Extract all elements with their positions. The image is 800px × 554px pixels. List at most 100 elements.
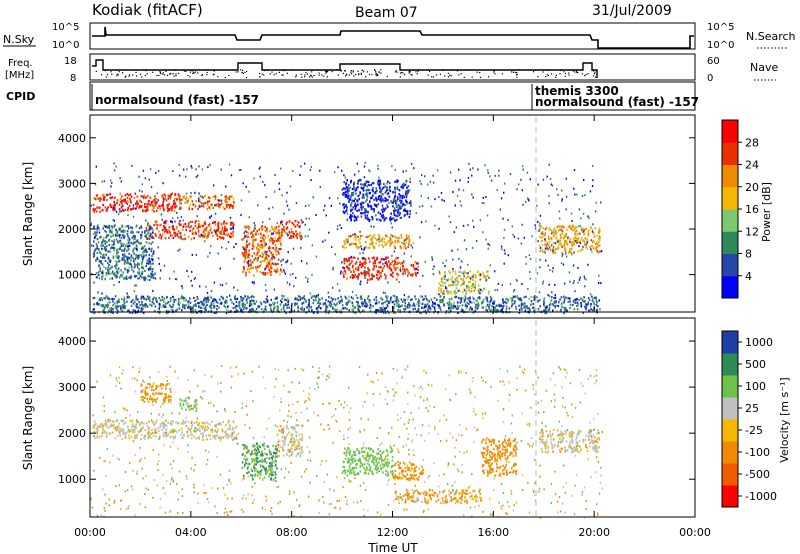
nave-dot xyxy=(117,69,119,71)
power-cell xyxy=(255,238,257,241)
power-cell xyxy=(168,207,170,211)
power-cell xyxy=(209,223,211,225)
power-cell xyxy=(482,299,485,302)
power-cell xyxy=(389,189,392,193)
power-cell xyxy=(138,175,140,178)
power-cell xyxy=(379,182,382,185)
power-cell xyxy=(138,206,140,209)
power-cell xyxy=(315,255,318,258)
power-cell xyxy=(559,217,561,220)
power-cell xyxy=(399,270,402,273)
power-cell xyxy=(249,260,252,263)
power-cell xyxy=(266,258,269,261)
power-cell xyxy=(283,295,285,298)
power-cell xyxy=(289,273,292,276)
power-cell xyxy=(128,309,130,312)
nave-dot xyxy=(318,74,320,76)
power-cell xyxy=(552,242,555,245)
power-cell xyxy=(140,308,143,311)
power-cell xyxy=(568,250,571,253)
power-cell xyxy=(104,303,106,307)
power-cell xyxy=(382,305,385,308)
power-cell xyxy=(444,275,446,278)
power-cell xyxy=(231,301,233,304)
nave-dot xyxy=(404,73,406,76)
power-cell xyxy=(529,178,531,181)
power-cell xyxy=(396,179,399,182)
power-cell xyxy=(123,302,125,304)
power-cell xyxy=(398,240,400,243)
power-cell xyxy=(272,253,275,256)
power-cell xyxy=(107,266,110,269)
nave-dot xyxy=(212,74,214,76)
power-cell xyxy=(153,210,155,213)
power-cell xyxy=(541,244,544,247)
power-cell xyxy=(140,247,143,251)
power-cell xyxy=(355,188,358,191)
power-cell xyxy=(390,261,393,265)
power-cell xyxy=(592,239,595,242)
power-cell xyxy=(526,171,529,174)
power-cell xyxy=(394,300,396,303)
power-cell xyxy=(135,295,138,298)
power-cell xyxy=(362,257,364,260)
power-cell xyxy=(393,259,396,262)
power-cell xyxy=(279,237,281,240)
power-cell xyxy=(278,237,280,240)
power-cell xyxy=(403,196,405,199)
power-cell xyxy=(456,304,459,307)
power-cell xyxy=(257,249,260,252)
power-cell xyxy=(585,243,588,246)
power-cell xyxy=(152,268,154,271)
power-cell xyxy=(449,271,451,274)
power-cell xyxy=(198,165,200,168)
power-cell xyxy=(404,302,407,305)
power-cell xyxy=(308,304,310,307)
power-cell xyxy=(141,270,144,273)
power-cell xyxy=(346,218,349,221)
power-cell xyxy=(257,233,260,236)
power-cell xyxy=(195,304,197,307)
nave-dot xyxy=(592,70,594,72)
power-cell xyxy=(116,202,118,205)
power-cell xyxy=(404,269,406,273)
power-cell xyxy=(119,239,122,242)
power-cell xyxy=(194,303,197,306)
power-cell xyxy=(273,303,275,306)
power-cell xyxy=(217,202,220,205)
power-cell xyxy=(218,231,221,234)
power-cell xyxy=(300,219,303,222)
power-cell xyxy=(394,195,396,199)
power-cell xyxy=(93,281,95,284)
power-cell xyxy=(287,251,289,254)
power-cell xyxy=(197,220,200,223)
power-cell xyxy=(594,296,597,299)
power-cell xyxy=(132,215,135,218)
nave-dot xyxy=(336,69,338,71)
power-cell xyxy=(163,264,166,267)
power-cell xyxy=(140,307,143,310)
power-cell xyxy=(517,297,519,300)
power-cell xyxy=(382,245,384,248)
power-cell xyxy=(241,300,244,303)
nave-dot xyxy=(476,71,478,73)
power-cell xyxy=(138,227,141,230)
power-cell xyxy=(463,301,466,304)
power-cell xyxy=(548,194,550,197)
power-cell xyxy=(138,277,141,280)
power-cell xyxy=(175,227,178,230)
power-cell xyxy=(366,297,369,300)
power-cell xyxy=(255,233,257,236)
power-cell xyxy=(204,202,207,205)
power-cell xyxy=(247,268,249,271)
nave-dot xyxy=(396,71,398,73)
power-cell xyxy=(454,278,457,281)
nsearch-tick-bottom: 10^0 xyxy=(707,40,734,51)
power-cell xyxy=(116,261,118,264)
power-cell xyxy=(205,301,207,304)
power-cell xyxy=(128,240,130,243)
power-cell xyxy=(136,205,138,208)
nave-dot xyxy=(128,75,130,77)
power-cell xyxy=(364,299,366,302)
power-cell xyxy=(336,302,338,305)
